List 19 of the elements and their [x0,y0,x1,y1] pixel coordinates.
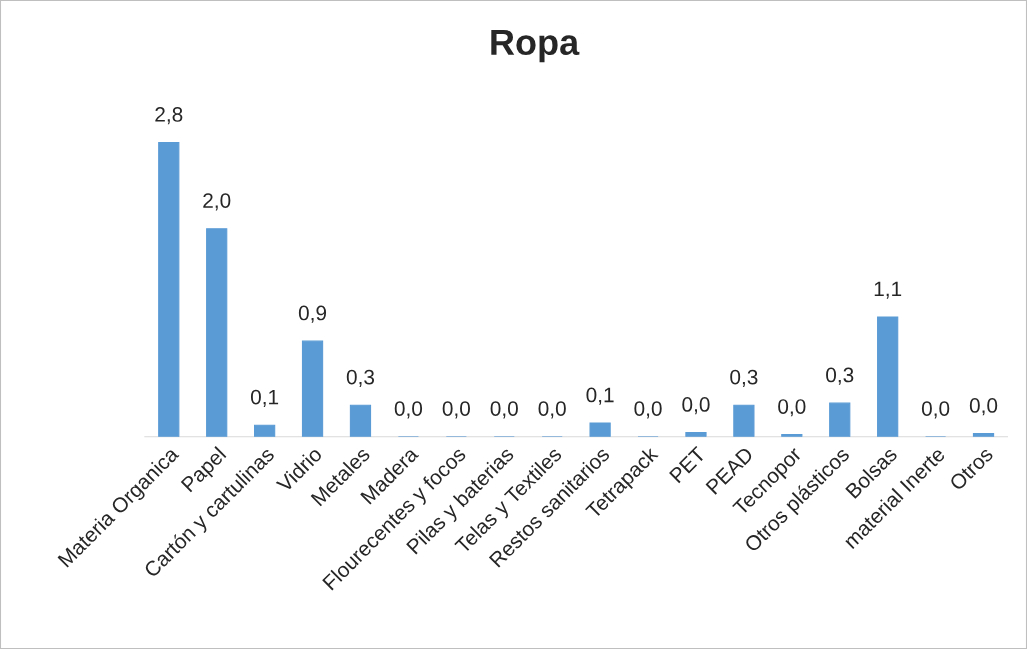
data-label: 0,0 [634,401,662,419]
data-label: 0,0 [778,399,806,417]
data-label: 0,0 [538,401,566,419]
data-label: 0,9 [298,305,327,323]
data-label: 0,0 [394,401,423,419]
data-label: 0,0 [969,398,998,416]
data-label: 2,8 [155,107,183,125]
data-label: 2,0 [203,193,231,211]
data-label: 0,0 [490,401,518,419]
data-label: 0,0 [682,397,710,415]
data-label: 0,3 [730,369,758,387]
data-label: 0,0 [442,401,470,419]
data-label: 0,0 [921,401,950,419]
data-label: 0,1 [250,389,279,407]
data-label: 0,3 [346,369,375,387]
data-label: 0,1 [586,387,614,405]
data-label: 1,1 [874,281,902,299]
data-label: 0,3 [826,367,854,385]
chart-title: Ropa [491,29,580,63]
